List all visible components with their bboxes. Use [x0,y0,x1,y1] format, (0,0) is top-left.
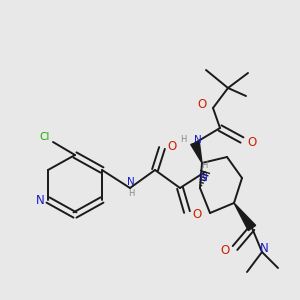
Text: N: N [194,135,202,145]
Text: N: N [260,242,268,254]
Text: H: H [201,160,207,169]
Text: Cl: Cl [40,132,50,142]
Polygon shape [191,142,202,163]
Text: O: O [248,136,256,148]
Text: N: N [127,177,135,187]
Text: O: O [192,208,202,220]
Text: O: O [197,98,207,112]
Text: N: N [36,194,44,206]
Polygon shape [234,203,256,231]
Text: O: O [220,244,230,257]
Text: N: N [200,173,208,183]
Text: H: H [180,136,186,145]
Text: O: O [167,140,177,152]
Text: H: H [128,190,134,199]
